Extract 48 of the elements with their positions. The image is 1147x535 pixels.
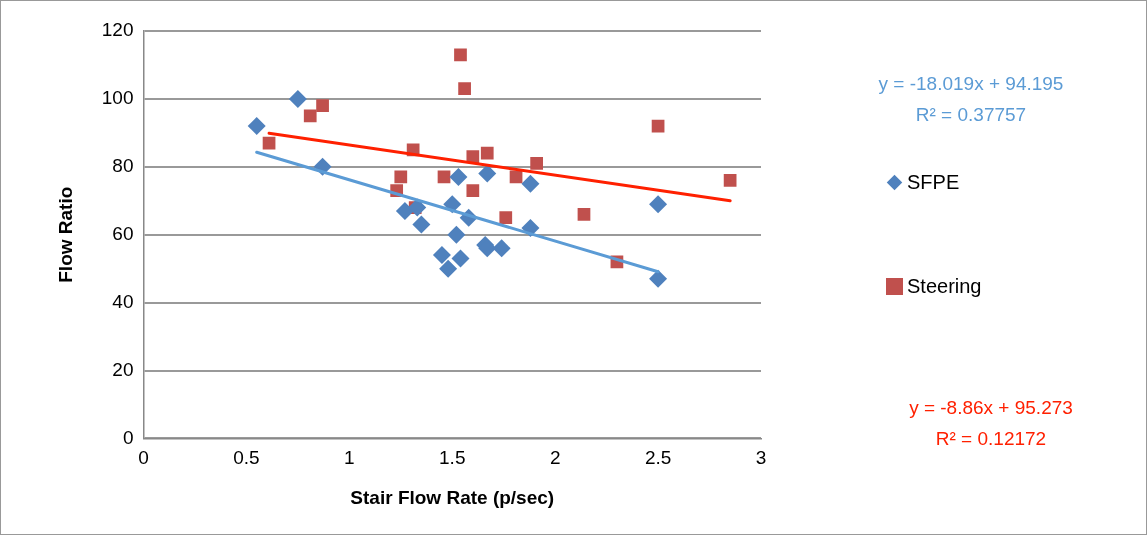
- point: [466, 184, 480, 197]
- y-axis-title: Flow Ratio: [54, 186, 76, 283]
- point: [247, 117, 266, 136]
- text: R² = 0.37757: [914, 104, 1028, 126]
- x-tick-label: 3: [755, 447, 767, 469]
- point: [412, 215, 431, 234]
- y-tick-label: 20: [112, 358, 134, 380]
- point: [439, 259, 458, 278]
- y-tick-label: 0: [122, 426, 134, 448]
- y-tick-label: 60: [112, 222, 134, 244]
- point: [577, 207, 591, 221]
- point: [451, 249, 470, 268]
- point: [492, 239, 511, 258]
- point: [432, 246, 451, 265]
- legend-label: SFPE: [907, 171, 960, 194]
- point: [454, 48, 467, 62]
- x-axis-title: Stair Flow Rate (p/sec): [350, 486, 555, 508]
- point: [480, 146, 494, 160]
- point: [499, 211, 513, 225]
- point: [394, 170, 408, 184]
- x-tick-label: 0.5: [233, 447, 260, 469]
- point: [530, 157, 544, 170]
- point: [649, 195, 668, 214]
- point: [723, 174, 737, 187]
- point: [458, 82, 471, 96]
- point: [288, 89, 307, 108]
- point: [649, 269, 668, 288]
- point: [316, 99, 329, 113]
- y-tick-label: 120: [101, 19, 134, 41]
- point: [478, 164, 497, 183]
- point: [303, 109, 317, 123]
- y-tick-label: 100: [101, 87, 134, 109]
- point: [449, 167, 468, 186]
- x-tick-label: 1.5: [439, 447, 466, 469]
- x-tick-label: 2: [549, 447, 561, 469]
- point: [447, 225, 466, 244]
- point: [521, 174, 540, 193]
- text: y = -18.019x + 94.195: [877, 73, 1065, 95]
- x-tick-label: 0: [138, 447, 149, 469]
- x-tick-label: 1: [344, 447, 355, 469]
- point: [408, 198, 427, 217]
- text: R² = 0.12172: [934, 428, 1048, 450]
- y-tick-label: 40: [112, 290, 134, 312]
- x-tick-label: 2.5: [644, 447, 672, 469]
- legend-label: Steering: [907, 275, 982, 298]
- text: y = -8.86x + 95.273: [908, 397, 1074, 419]
- y-tick-label: 80: [112, 155, 134, 177]
- point: [395, 201, 414, 220]
